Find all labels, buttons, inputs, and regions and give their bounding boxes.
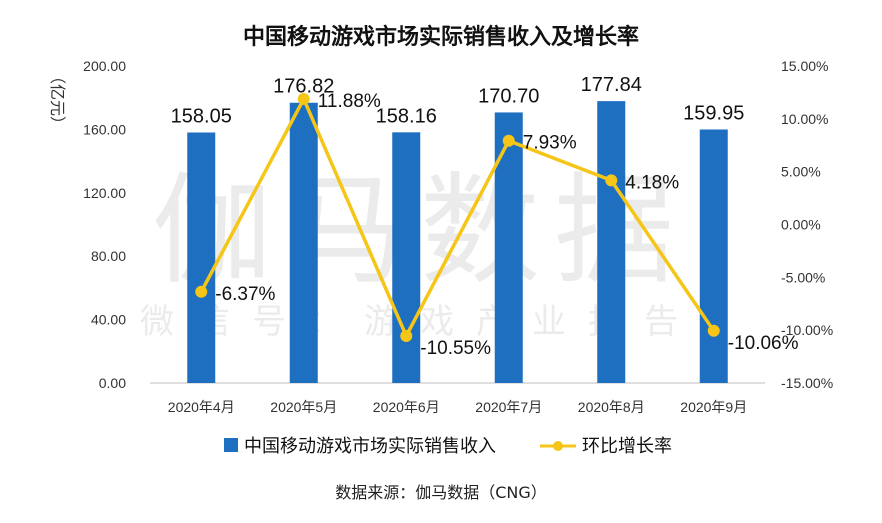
line-point [400, 329, 413, 342]
bar-value-label: 158.16 [376, 105, 437, 127]
y-axis-right: -15.00% -10.00% -5.00% 0.00% 5.00% 10.00% 15.0… [781, 58, 833, 391]
bar-value-label: 176.82 [273, 76, 334, 98]
line-point [502, 134, 515, 147]
x-axis: 2020年4月 2020年5月 2020年6月 2020年7月 2020年8月 2020年… [168, 399, 747, 415]
x-tick: 2020年5月 [270, 399, 337, 415]
bar [187, 132, 216, 383]
line-value-label: 4.18% [625, 172, 679, 193]
bar [597, 101, 626, 383]
bar-value-label: 177.84 [581, 74, 642, 96]
y-tick-left: 120.00 [83, 185, 126, 201]
legend-bar-label: 中国移动游戏市场实际销售收入 [244, 436, 496, 457]
bar [699, 129, 728, 383]
bar [289, 102, 318, 384]
line-point [297, 92, 310, 105]
line-point [707, 324, 720, 337]
line-value-label: -6.37% [215, 284, 275, 305]
y-tick-left: 200.00 [83, 58, 126, 74]
line-value-label: 7.93% [523, 133, 577, 154]
line-point [605, 174, 618, 187]
y-tick-right: 15.00% [781, 58, 828, 74]
x-tick: 2020年9月 [680, 399, 747, 415]
line-point [195, 285, 208, 298]
bar-value-label: 170.70 [478, 85, 539, 107]
x-tick: 2020年6月 [373, 399, 440, 415]
bar-labels: 158.05 176.82 158.16 170.70 177.84 159.95 [171, 74, 745, 127]
data-source: 数据来源：伽马数据（CNG） [335, 483, 547, 502]
y-tick-right: 10.00% [781, 111, 828, 127]
x-tick: 2020年4月 [168, 399, 235, 415]
bar-value-label: 159.95 [683, 102, 744, 124]
y-tick-right: 0.00% [781, 217, 821, 233]
x-tick: 2020年7月 [475, 399, 542, 415]
y-tick-right: -5.00% [781, 269, 825, 285]
line-series [195, 92, 720, 342]
line-labels: -6.37% 11.88% -10.55% 7.93% 4.18% -10.06% [215, 91, 798, 359]
bar-value-label: 158.05 [171, 105, 232, 127]
y-tick-left: 40.00 [91, 312, 126, 328]
y-axis-left: 0.00 40.00 80.00 120.00 160.00 200.00 [83, 58, 126, 391]
x-tick: 2020年8月 [578, 399, 645, 415]
bar-series [187, 101, 728, 384]
bar [494, 112, 523, 384]
line-value-label: -10.06% [728, 333, 799, 354]
line-value-label: -10.55% [420, 338, 491, 359]
legend-line-marker [553, 441, 563, 451]
y-tick-left: 80.00 [91, 248, 126, 264]
chart-title: 中国移动游戏市场实际销售收入及增长率 [243, 24, 639, 50]
y-tick-right: 5.00% [781, 164, 821, 180]
bar [392, 132, 421, 383]
line-value-label: 11.88% [318, 91, 381, 112]
y-tick-left: 0.00 [99, 375, 126, 391]
y-tick-right: -10.00% [781, 322, 833, 338]
y-tick-right: -15.00% [781, 375, 833, 391]
legend-line-label: 环比增长率 [582, 436, 672, 457]
y-tick-left: 160.00 [83, 121, 126, 137]
legend-bar-swatch [224, 438, 238, 452]
growth-line [199, 97, 716, 338]
y-axis-left-label: （亿元） [48, 68, 67, 132]
legend: 中国移动游戏市场实际销售收入 环比增长率 [224, 436, 672, 457]
